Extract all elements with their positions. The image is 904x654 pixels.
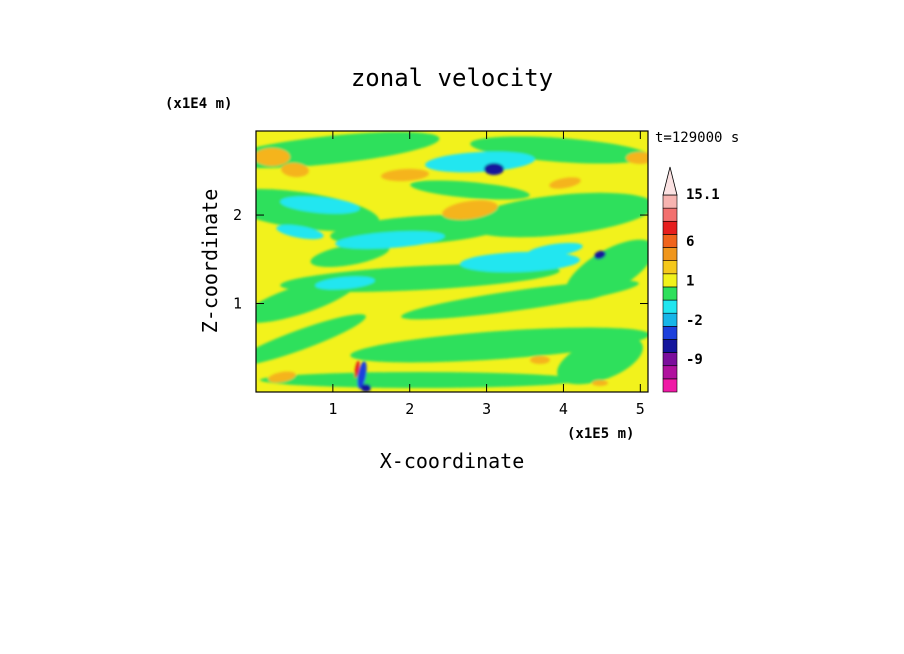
orange-region xyxy=(256,148,290,166)
orange-region xyxy=(530,356,550,364)
orange-region xyxy=(281,162,309,178)
green-region xyxy=(557,335,643,385)
colorbar-label: 15.1 xyxy=(686,187,720,203)
colorbar: -9 -2 1 6 15.1 xyxy=(662,166,720,393)
colorbar-label: 1 xyxy=(686,273,694,289)
blue-core xyxy=(357,361,367,389)
green-region xyxy=(410,180,530,200)
blue-core xyxy=(484,163,504,175)
colorbar-swatch xyxy=(662,378,678,393)
blue-core xyxy=(361,384,371,392)
orange-region xyxy=(442,200,498,220)
colorbar-label: -9 xyxy=(686,352,703,368)
field-bands xyxy=(256,131,648,392)
colorbar-swatch xyxy=(662,339,678,353)
orange-region xyxy=(549,177,581,189)
y-axis-label: Z-coordinate xyxy=(198,189,222,334)
y-axis: 12 xyxy=(233,206,648,313)
orange-region xyxy=(592,380,608,386)
colorbar-swatch xyxy=(662,286,678,301)
colorbar-swatch xyxy=(662,220,678,235)
cyan-region xyxy=(460,251,580,273)
blue-core xyxy=(594,250,606,260)
x-axis-label: X-coordinate xyxy=(380,449,525,473)
red-streak xyxy=(354,360,360,378)
green-region xyxy=(256,314,366,366)
orange-region xyxy=(626,152,648,164)
y-unit-label: (x1E4 m) xyxy=(165,96,232,112)
colorbar-swatch xyxy=(662,273,678,288)
colorbar-swatch xyxy=(662,352,678,367)
cyan-region xyxy=(425,151,535,173)
green-region xyxy=(310,242,390,268)
colorbar-max-arrow xyxy=(662,166,678,196)
x-tick-label: 4 xyxy=(559,400,568,418)
green-region xyxy=(465,192,648,238)
colorbar-swatch xyxy=(662,260,678,275)
time-label: t=129000 s xyxy=(655,130,739,146)
green-region xyxy=(565,239,648,301)
cyan-region xyxy=(280,196,360,214)
x-tick-label: 3 xyxy=(482,400,491,418)
orange-region xyxy=(381,168,429,182)
colorbar-label: -2 xyxy=(686,313,703,329)
green-region xyxy=(350,327,648,363)
colorbar-label: 6 xyxy=(686,234,694,250)
green-region xyxy=(260,372,580,388)
plot-frame xyxy=(255,130,649,393)
x-unit-label: (x1E5 m) xyxy=(567,426,634,442)
orange-region xyxy=(268,371,296,383)
colorbar-swatch xyxy=(662,234,678,248)
colorbar-swatch xyxy=(662,247,678,261)
cyan-region xyxy=(276,224,324,240)
x-axis: 1 2 3 4 5 xyxy=(328,131,645,418)
colorbar-swatch xyxy=(662,207,678,222)
y-tick-label: 1 xyxy=(233,295,242,313)
cyan-region xyxy=(527,242,583,258)
x-tick-label: 2 xyxy=(405,400,414,418)
velocity-field xyxy=(256,131,648,392)
colorbar-swatch xyxy=(662,312,678,327)
y-tick-label: 2 xyxy=(233,206,242,224)
colorbar-swatch xyxy=(662,365,678,380)
cyan-region xyxy=(315,276,375,290)
colorbar-swatch xyxy=(662,299,678,314)
chart-title: zonal velocity xyxy=(351,64,553,92)
x-tick-label: 1 xyxy=(328,400,337,418)
colorbar-swatch xyxy=(662,326,678,340)
colorbar-swatch xyxy=(662,194,678,209)
cyan-region xyxy=(335,231,445,249)
x-tick-label: 5 xyxy=(636,400,645,418)
